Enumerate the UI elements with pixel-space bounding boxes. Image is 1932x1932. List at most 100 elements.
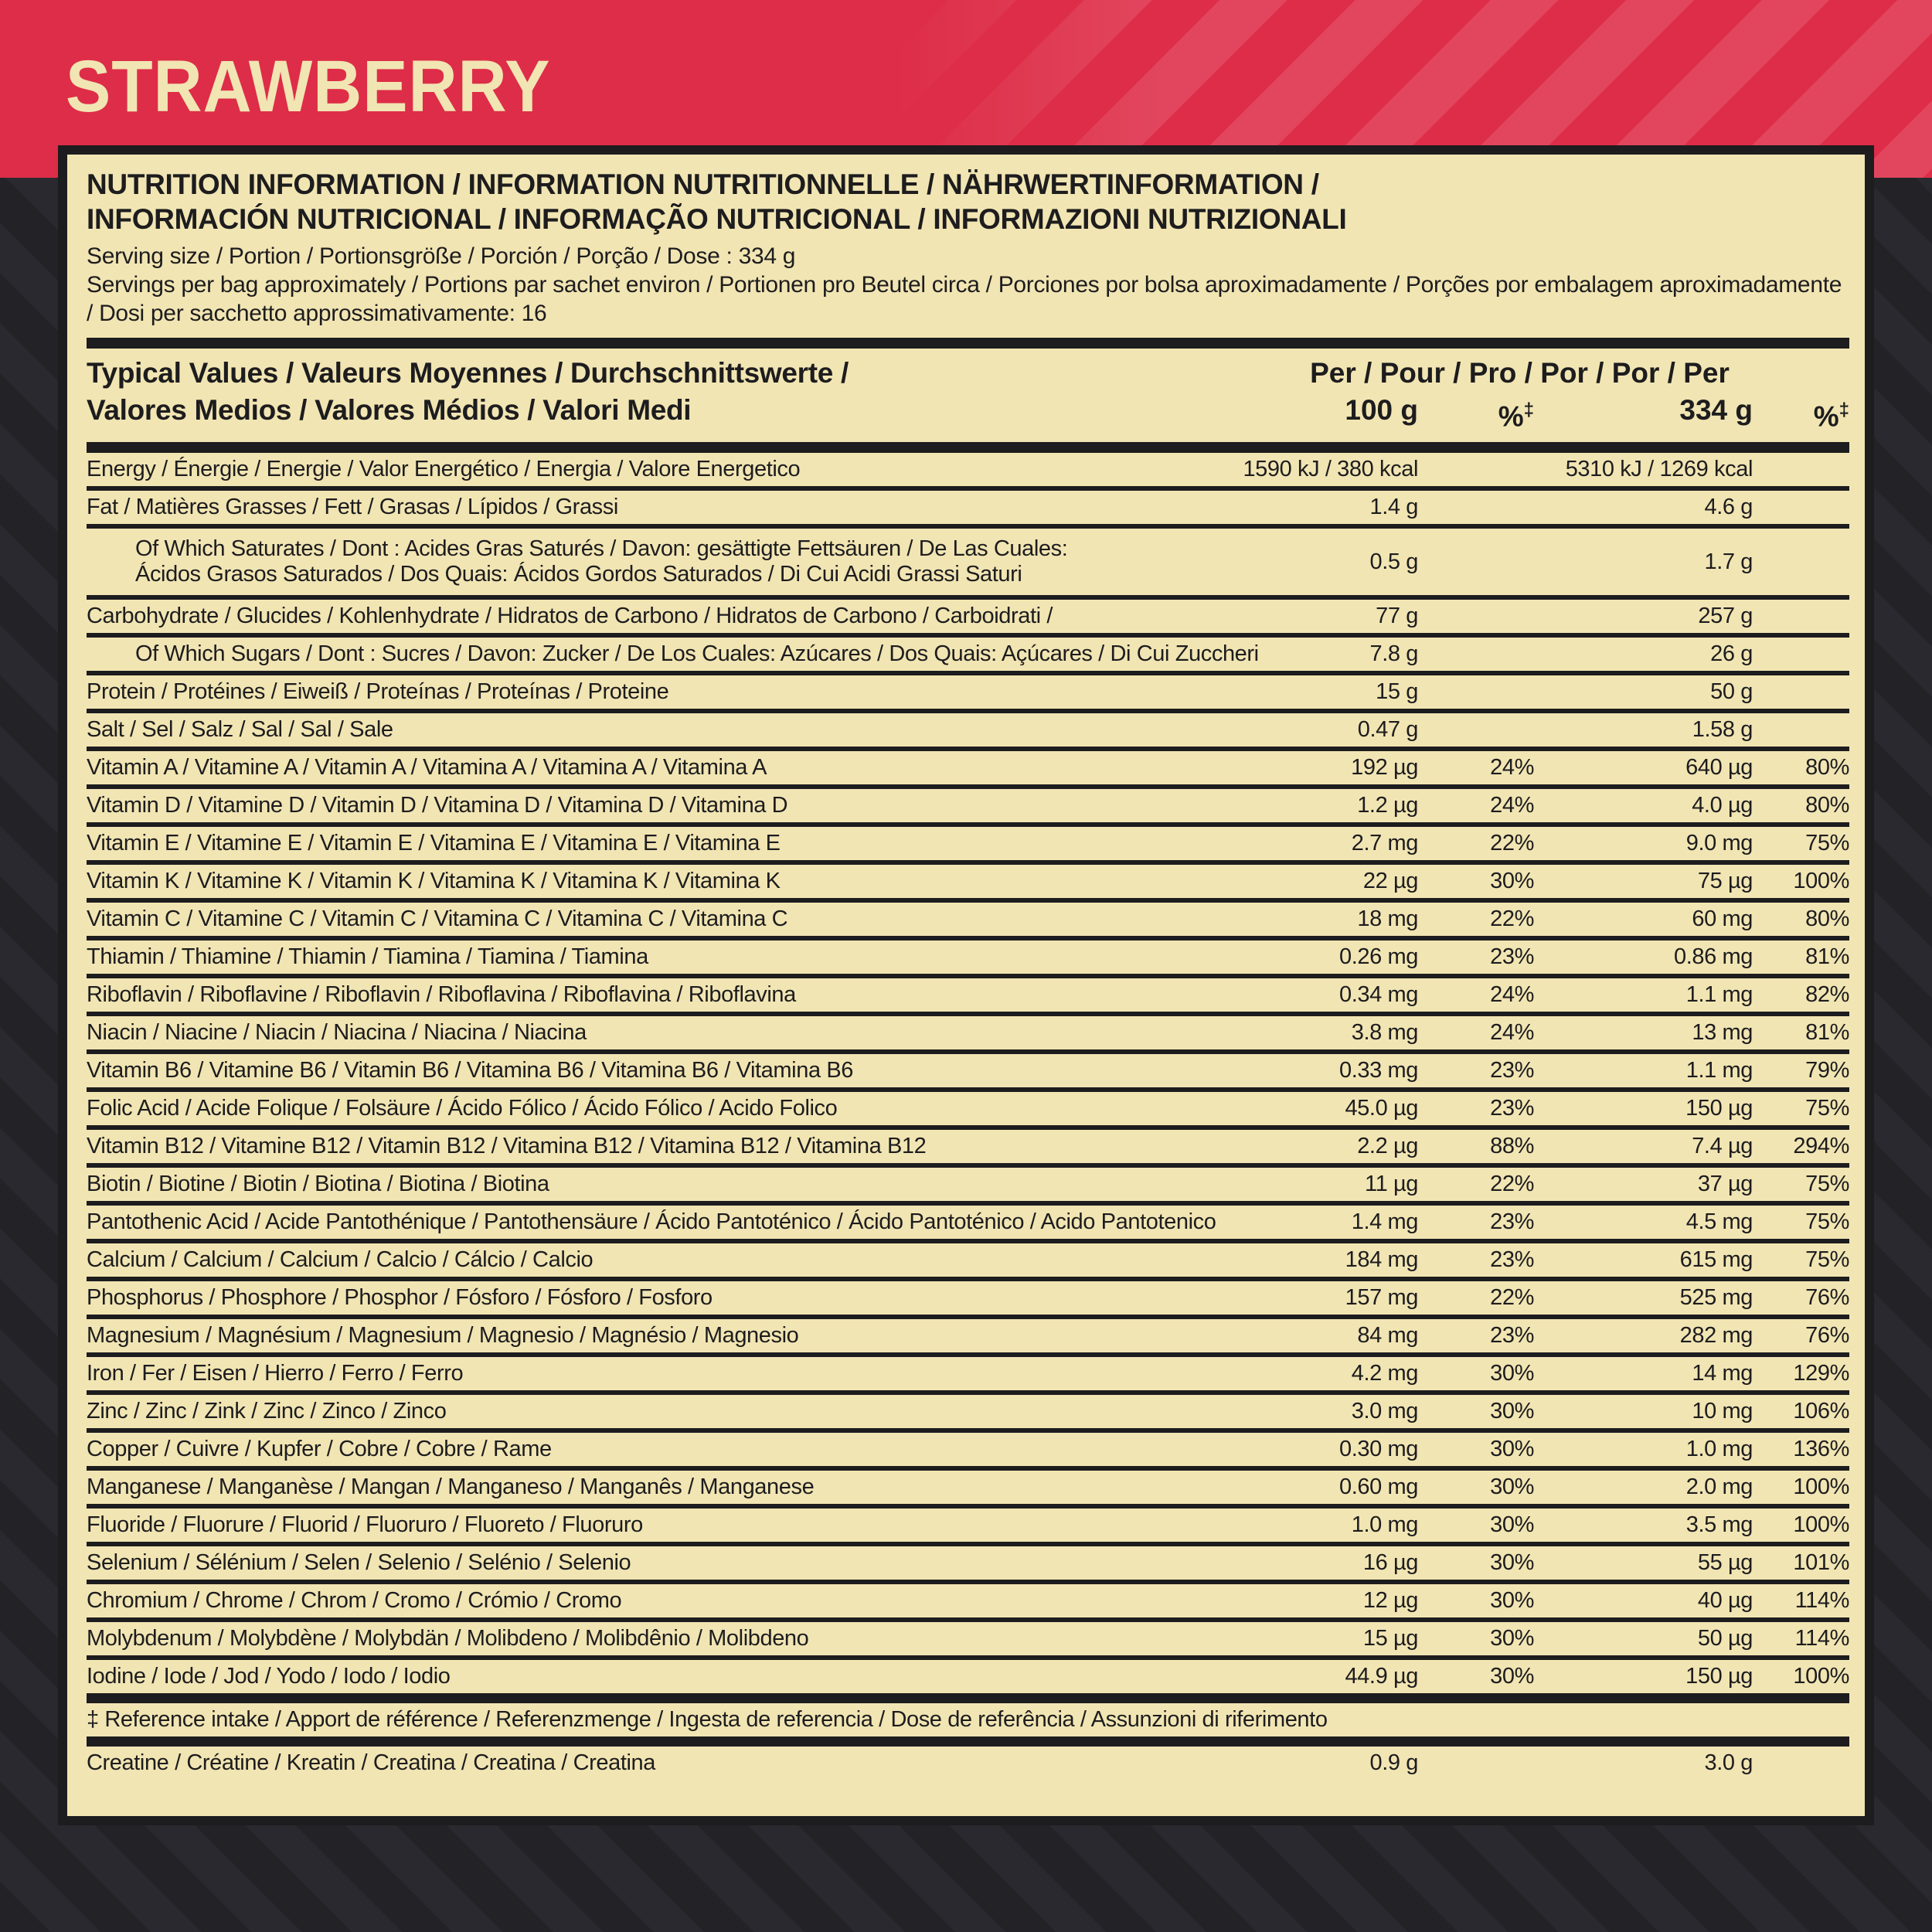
nutrition-panel: NUTRITION INFORMATION / INFORMATION NUTR… xyxy=(58,145,1874,1825)
table-row: Vitamin E / Vitamine E / Vitamin E / Vit… xyxy=(87,827,1849,866)
value-per-100g: 1.4 mg xyxy=(1351,1209,1419,1235)
panel-content: NUTRITION INFORMATION / INFORMATION NUTR… xyxy=(87,155,1849,1780)
table-row: Biotin / Biotine / Biotin / Biotina / Bi… xyxy=(87,1168,1849,1206)
table-row: Magnesium / Magnésium / Magnesium / Magn… xyxy=(87,1319,1849,1358)
nutrient-name: Fluoride / Fluorure / Fluorid / Fluoruro… xyxy=(87,1512,643,1538)
percent-per-100g: 23% xyxy=(1490,1247,1534,1273)
nutrient-name: Vitamin A / Vitamine A / Vitamin A / Vit… xyxy=(87,755,767,781)
value-per-100g: 44.9 µg xyxy=(1345,1664,1418,1689)
nutrient-name: Folic Acid / Acide Folique / Folsäure / … xyxy=(87,1096,838,1121)
serving-size-line: Serving size / Portion / Portionsgröße /… xyxy=(87,243,796,269)
value-per-100g: 1.2 µg xyxy=(1357,793,1418,818)
panel-title-line1: NUTRITION INFORMATION / INFORMATION NUTR… xyxy=(87,168,1319,200)
value-per-334g: 4.5 mg xyxy=(1685,1209,1753,1235)
value-per-334g: 2.0 mg xyxy=(1685,1475,1753,1500)
table-row: Pantothenic Acid / Acide Pantothénique /… xyxy=(87,1206,1849,1244)
value-per-334g: 40 µg xyxy=(1697,1588,1753,1614)
value-per-100g: 2.7 mg xyxy=(1351,831,1419,856)
value-per-100g: 0.47 g xyxy=(1357,717,1419,743)
nutrient-name: Riboflavin / Riboflavine / Riboflavin / … xyxy=(87,982,796,1008)
percent-per-100g: 22% xyxy=(1490,831,1534,856)
table-row: Vitamin A / Vitamine A / Vitamin A / Vit… xyxy=(87,751,1849,790)
percent-per-334g: 75% xyxy=(1805,831,1849,856)
percent-per-100g: 30% xyxy=(1490,869,1534,894)
value-per-334g: 50 g xyxy=(1710,679,1753,705)
panel-title-line2: INFORMACIÓN NUTRICIONAL / INFORMAÇÃO NUT… xyxy=(87,203,1347,235)
table-row: Selenium / Sélénium / Selen / Selenio / … xyxy=(87,1546,1849,1585)
table-row: Vitamin C / Vitamine C / Vitamin C / Vit… xyxy=(87,903,1849,941)
table-row: Creatine / Créatine / Kreatin / Creatina… xyxy=(87,1747,1849,1780)
nutrient-name: Salt / Sel / Salz / Sal / Sal / Sale xyxy=(87,717,393,743)
table-row: Salt / Sel / Salz / Sal / Sal / Sale 0.4… xyxy=(87,713,1849,752)
nutrient-name: Vitamin B6 / Vitamine B6 / Vitamin B6 / … xyxy=(87,1058,853,1083)
nutrient-name: Vitamin D / Vitamine D / Vitamin D / Vit… xyxy=(87,793,788,818)
table-row: Molybdenum / Molybdène / Molybdän / Moli… xyxy=(87,1622,1849,1661)
percent-per-334g: 81% xyxy=(1805,1020,1849,1046)
table-row: Iodine / Iode / Jod / Yodo / Iodo / Iodi… xyxy=(87,1660,1849,1704)
percent-per-334g: 79% xyxy=(1805,1058,1849,1083)
nutrient-name: Phosphorus / Phosphore / Phosphor / Fósf… xyxy=(87,1285,713,1311)
percent-per-100g: 88% xyxy=(1490,1134,1534,1159)
table-row: Vitamin K / Vitamine K / Vitamin K / Vit… xyxy=(87,865,1849,903)
percent-per-100g: 30% xyxy=(1490,1664,1534,1689)
value-per-100g: 0.33 mg xyxy=(1339,1058,1418,1083)
percent-per-100g: 24% xyxy=(1490,982,1534,1008)
percent-per-100g: 23% xyxy=(1490,1096,1534,1121)
nutrient-name: Vitamin C / Vitamine C / Vitamin C / Vit… xyxy=(87,906,788,932)
table-row: Folic Acid / Acide Folique / Folsäure / … xyxy=(87,1092,1849,1131)
percent-per-334g: 114% xyxy=(1794,1588,1850,1614)
table-row: Fluoride / Fluorure / Fluorid / Fluoruro… xyxy=(87,1509,1849,1547)
table-row: Thiamin / Thiamine / Thiamin / Tiamina /… xyxy=(87,940,1849,979)
percent-per-334g: 75% xyxy=(1805,1172,1849,1197)
value-per-100g: 0.30 mg xyxy=(1339,1437,1418,1462)
nutrient-name: Niacin / Niacine / Niacin / Niacina / Ni… xyxy=(87,1020,587,1046)
percent-per-334g: 80% xyxy=(1805,755,1849,781)
col-head-100g: 100 g xyxy=(1345,394,1418,426)
divider-rule-header xyxy=(87,442,1849,454)
table-row: Vitamin B6 / Vitamine B6 / Vitamin B6 / … xyxy=(87,1054,1849,1093)
table-row: Iron / Fer / Eisen / Hierro / Ferro / Fe… xyxy=(87,1357,1849,1396)
percent-per-100g: 30% xyxy=(1490,1588,1534,1614)
percent-per-334g: 75% xyxy=(1805,1096,1849,1121)
percent-per-334g: 76% xyxy=(1805,1285,1849,1311)
value-per-334g: 3.5 mg xyxy=(1685,1512,1753,1538)
percent-per-334g: 294% xyxy=(1793,1134,1849,1159)
nutrient-name: Pantothenic Acid / Acide Pantothénique /… xyxy=(87,1209,1216,1235)
value-per-100g: 0.34 mg xyxy=(1339,982,1418,1008)
percent-per-100g: 22% xyxy=(1490,906,1534,932)
value-per-100g: 157 mg xyxy=(1345,1285,1419,1311)
percent-per-334g: 129% xyxy=(1793,1361,1849,1386)
percent-per-100g: 23% xyxy=(1490,1323,1534,1349)
percent-per-100g: 24% xyxy=(1490,755,1534,781)
value-per-100g: 1590 kJ / 380 kcal xyxy=(1243,457,1418,482)
per-columns-header: Per / Pour / Pro / Por / Por / Per 100 g… xyxy=(1190,355,1849,435)
value-per-334g: 9.0 mg xyxy=(1685,831,1753,856)
col-head-pct2: %‡ xyxy=(1813,400,1849,433)
value-per-334g: 4.0 µg xyxy=(1692,793,1753,818)
table-row: Fat / Matières Grasses / Fett / Grasas /… xyxy=(87,491,1849,529)
value-per-334g: 615 mg xyxy=(1679,1247,1753,1273)
value-per-100g: 15 µg xyxy=(1362,1626,1419,1651)
creatine-row-container: Creatine / Créatine / Kreatin / Creatina… xyxy=(87,1747,1849,1780)
value-per-334g: 5310 kJ / 1269 kcal xyxy=(1565,457,1753,482)
percent-per-100g: 30% xyxy=(1490,1437,1534,1462)
value-per-100g: 3.8 mg xyxy=(1351,1020,1419,1046)
nutrient-name: Energy / Énergie / Energie / Valor Energ… xyxy=(87,457,801,482)
value-per-100g: 1.0 mg xyxy=(1351,1512,1419,1538)
value-per-100g: 18 mg xyxy=(1357,906,1418,932)
typical-values-line1: Typical Values / Valeurs Moyennes / Durc… xyxy=(87,357,849,389)
nutrient-name: Vitamin B12 / Vitamine B12 / Vitamin B12… xyxy=(87,1134,927,1159)
value-per-100g: 0.9 g xyxy=(1369,1750,1419,1776)
percent-per-100g: 24% xyxy=(1490,1020,1534,1046)
percent-per-334g: 100% xyxy=(1793,1475,1849,1500)
value-per-100g: 184 mg xyxy=(1345,1247,1419,1273)
table-row: Energy / Énergie / Energie / Valor Energ… xyxy=(87,453,1849,492)
nutrient-name: Of Which Saturates / Dont : Acides Gras … xyxy=(135,536,1068,587)
nutrient-name: Of Which Sugars / Dont : Sucres / Davon:… xyxy=(135,641,1259,667)
nutrient-name: Carbohydrate / Glucides / Kohlenhydrate … xyxy=(87,604,1053,629)
col-head-334g: 334 g xyxy=(1679,394,1753,426)
percent-per-100g: 30% xyxy=(1490,1626,1534,1651)
percent-per-334g: 82% xyxy=(1805,982,1849,1008)
table-row: Riboflavin / Riboflavine / Riboflavin / … xyxy=(87,978,1849,1017)
